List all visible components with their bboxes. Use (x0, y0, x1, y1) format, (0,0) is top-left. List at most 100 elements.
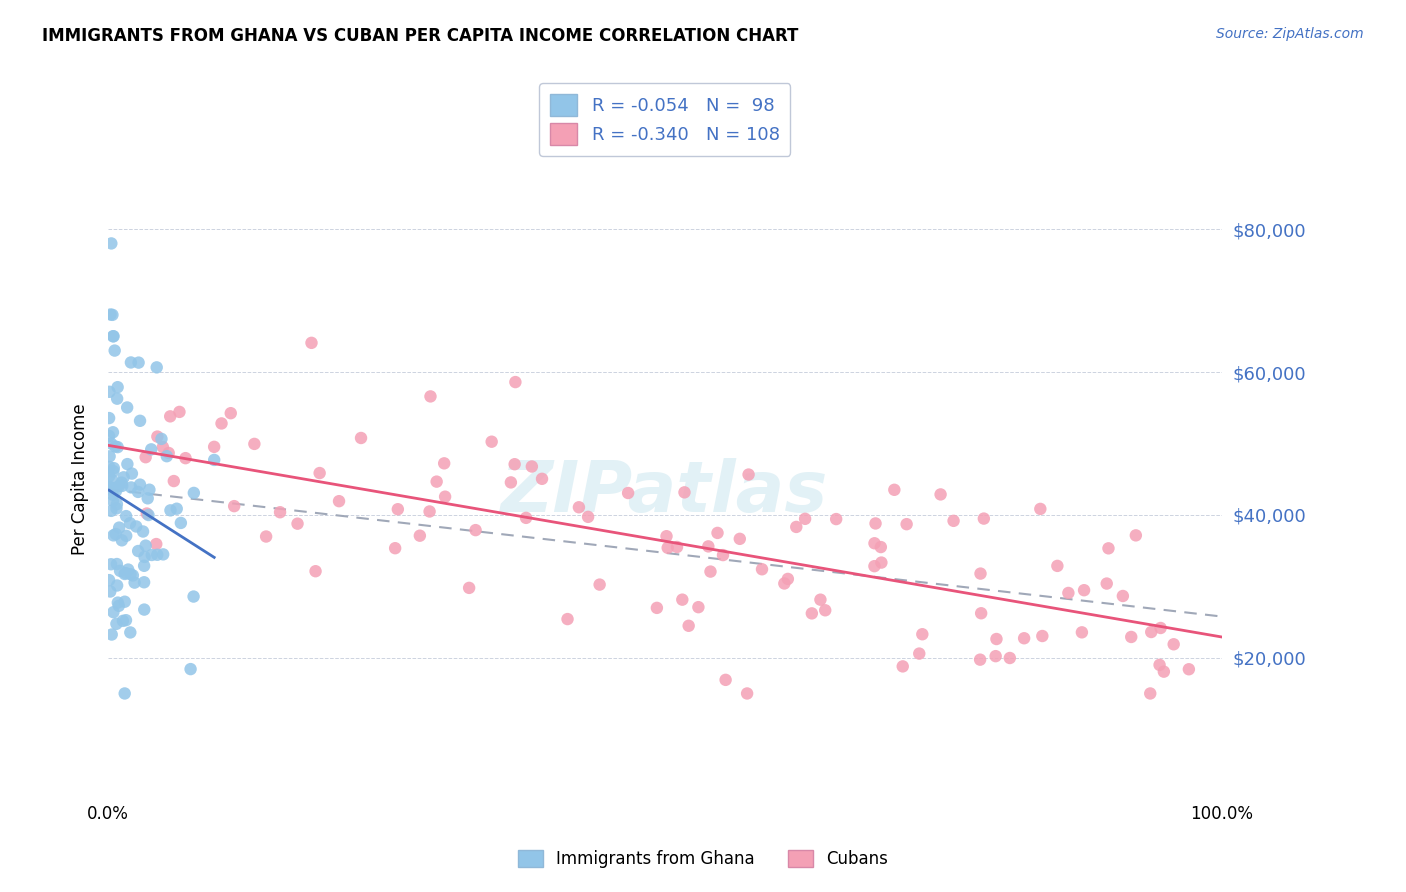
Point (984, 649, 1007, 664)
Point (141, 548, 163, 562)
Point (433, 456, 456, 470)
Point (114, 686, 136, 700)
Point (1149, 621, 1171, 635)
Legend: Immigrants from Ghana, Cubans: Immigrants from Ghana, Cubans (512, 843, 894, 875)
Point (304, 564, 326, 578)
Point (98, 483, 121, 497)
Point (128, 356, 150, 370)
Point (114, 566, 136, 581)
Point (211, 417, 233, 431)
Point (135, 539, 157, 553)
Point (146, 548, 169, 562)
Point (127, 484, 149, 499)
Point (503, 457, 526, 471)
Point (114, 595, 136, 609)
Point (98, 429, 121, 443)
Point (891, 659, 914, 673)
Point (515, 511, 537, 525)
Point (697, 540, 720, 554)
Point (678, 619, 700, 633)
Point (883, 483, 905, 497)
Point (269, 505, 291, 519)
Point (671, 592, 693, 607)
Point (419, 504, 441, 518)
Point (100, 627, 122, 641)
Point (1112, 589, 1135, 603)
Point (505, 375, 527, 389)
Point (657, 541, 679, 555)
Point (112, 470, 135, 484)
Point (1070, 625, 1092, 640)
Point (409, 529, 432, 543)
Point (434, 490, 457, 504)
Point (111, 533, 134, 548)
Point (108, 479, 131, 493)
Point (120, 567, 142, 582)
Point (794, 512, 817, 526)
Point (810, 592, 832, 607)
Point (145, 360, 167, 375)
Point (104, 343, 127, 358)
Point (287, 516, 309, 531)
Point (135, 450, 157, 465)
Point (576, 509, 599, 524)
Point (111, 475, 134, 490)
Point (174, 451, 197, 466)
Point (384, 541, 406, 556)
Point (751, 562, 773, 576)
Point (100, 481, 122, 495)
Point (105, 483, 128, 498)
Point (1149, 657, 1171, 672)
Point (108, 564, 131, 578)
Point (714, 673, 737, 687)
Point (699, 565, 721, 579)
Point (114, 566, 136, 580)
Point (998, 651, 1021, 665)
Point (1031, 629, 1053, 643)
Point (645, 600, 668, 615)
Point (107, 599, 129, 613)
Point (800, 607, 823, 621)
Point (869, 540, 891, 554)
Point (98, 469, 121, 483)
Point (1046, 558, 1069, 573)
Point (929, 487, 952, 501)
Point (136, 491, 159, 506)
Point (107, 440, 129, 454)
Point (458, 581, 481, 595)
Point (156, 449, 179, 463)
Point (328, 494, 350, 508)
Point (1012, 632, 1035, 646)
Point (911, 627, 934, 641)
Point (132, 575, 155, 590)
Point (776, 572, 799, 586)
Point (118, 516, 141, 531)
Point (150, 432, 173, 446)
Point (115, 529, 138, 543)
Point (202, 453, 225, 467)
Point (98, 481, 121, 495)
Point (499, 475, 522, 490)
Point (100, 236, 122, 251)
Point (98, 573, 121, 587)
Point (159, 503, 181, 517)
Point (100, 308, 122, 322)
Point (942, 514, 965, 528)
Point (100, 504, 122, 518)
Point (105, 501, 128, 516)
Point (1097, 541, 1119, 556)
Point (183, 590, 205, 604)
Point (98, 450, 121, 464)
Point (970, 606, 993, 620)
Point (105, 497, 128, 511)
Point (557, 612, 579, 626)
Point (169, 405, 191, 419)
Point (127, 544, 149, 558)
Point (773, 576, 796, 591)
Point (121, 568, 143, 582)
Point (105, 392, 128, 406)
Point (105, 578, 128, 592)
Point (98, 481, 121, 495)
Point (138, 483, 160, 497)
Point (419, 389, 441, 403)
